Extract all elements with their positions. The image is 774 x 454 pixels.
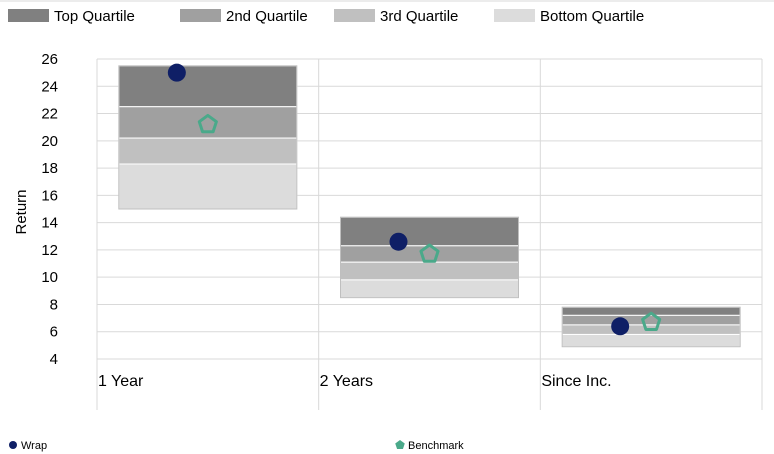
wrap-point: [167, 63, 186, 82]
series-points: [167, 63, 662, 336]
legend-marker: [395, 440, 405, 450]
y-tick-label: 18: [41, 160, 58, 177]
quartile-bands: [118, 65, 741, 348]
benchmark-point: [197, 113, 218, 134]
x-axis: 1 Year 2 Years Since Inc.: [98, 373, 612, 390]
legend-swatch: [334, 9, 375, 22]
quartile-band: [340, 245, 519, 263]
wrap-point: [611, 317, 630, 336]
y-tick-label: 26: [41, 51, 58, 68]
legend-marker: [9, 441, 17, 449]
benchmark-point: [641, 311, 662, 331]
band-outline: [561, 306, 741, 348]
quartile-band: [340, 279, 519, 299]
quartile-band: [340, 216, 519, 247]
x-category-label: 1 Year: [98, 373, 144, 390]
quartile-band: [118, 163, 298, 210]
quartile-band: [561, 333, 741, 348]
quartile-band: [561, 314, 741, 326]
legend-swatch: [494, 9, 535, 22]
y-tick-label: 20: [41, 133, 58, 150]
quartile-legend: Top Quartile 2nd Quartile 3rd Quartile Bott…: [8, 8, 644, 25]
benchmark-point: [419, 243, 440, 263]
legend-label: Bottom Quartile: [540, 8, 644, 25]
y-tick-label: 6: [50, 324, 58, 341]
quartile-band: [340, 261, 519, 281]
x-category-label: Since Inc.: [541, 373, 611, 390]
legend-label: 3rd Quartile: [380, 8, 458, 25]
quartile-band: [118, 65, 298, 108]
band-outline: [340, 216, 519, 299]
series-legend: Wrap Benchmark: [9, 440, 464, 452]
y-tick-label: 14: [41, 215, 58, 232]
quartile-band: [118, 137, 298, 165]
legend-series-label: Benchmark: [408, 440, 464, 452]
y-tick-label: 10: [41, 269, 58, 286]
x-category-label: 2 Years: [320, 373, 373, 390]
legend-label: 2nd Quartile: [226, 8, 308, 25]
legend-swatch: [180, 9, 221, 22]
y-tick-label: 4: [50, 351, 58, 368]
y-axis-title: Return: [13, 189, 30, 234]
y-tick-label: 16: [41, 187, 58, 204]
legend-label: Top Quartile: [54, 8, 135, 25]
wrap-point: [389, 232, 408, 251]
y-axis: 4 6 8 10 12 14 16 18 20 22 24 26: [41, 51, 58, 368]
y-tick-label: 8: [50, 296, 58, 313]
legend-swatch: [8, 9, 49, 22]
legend-series-label: Wrap: [21, 440, 47, 452]
quartile-band: [118, 106, 298, 139]
band-outline: [118, 65, 298, 210]
y-tick-label: 22: [41, 106, 58, 123]
y-tick-label: 24: [41, 78, 58, 95]
y-tick-label: 12: [41, 242, 58, 259]
